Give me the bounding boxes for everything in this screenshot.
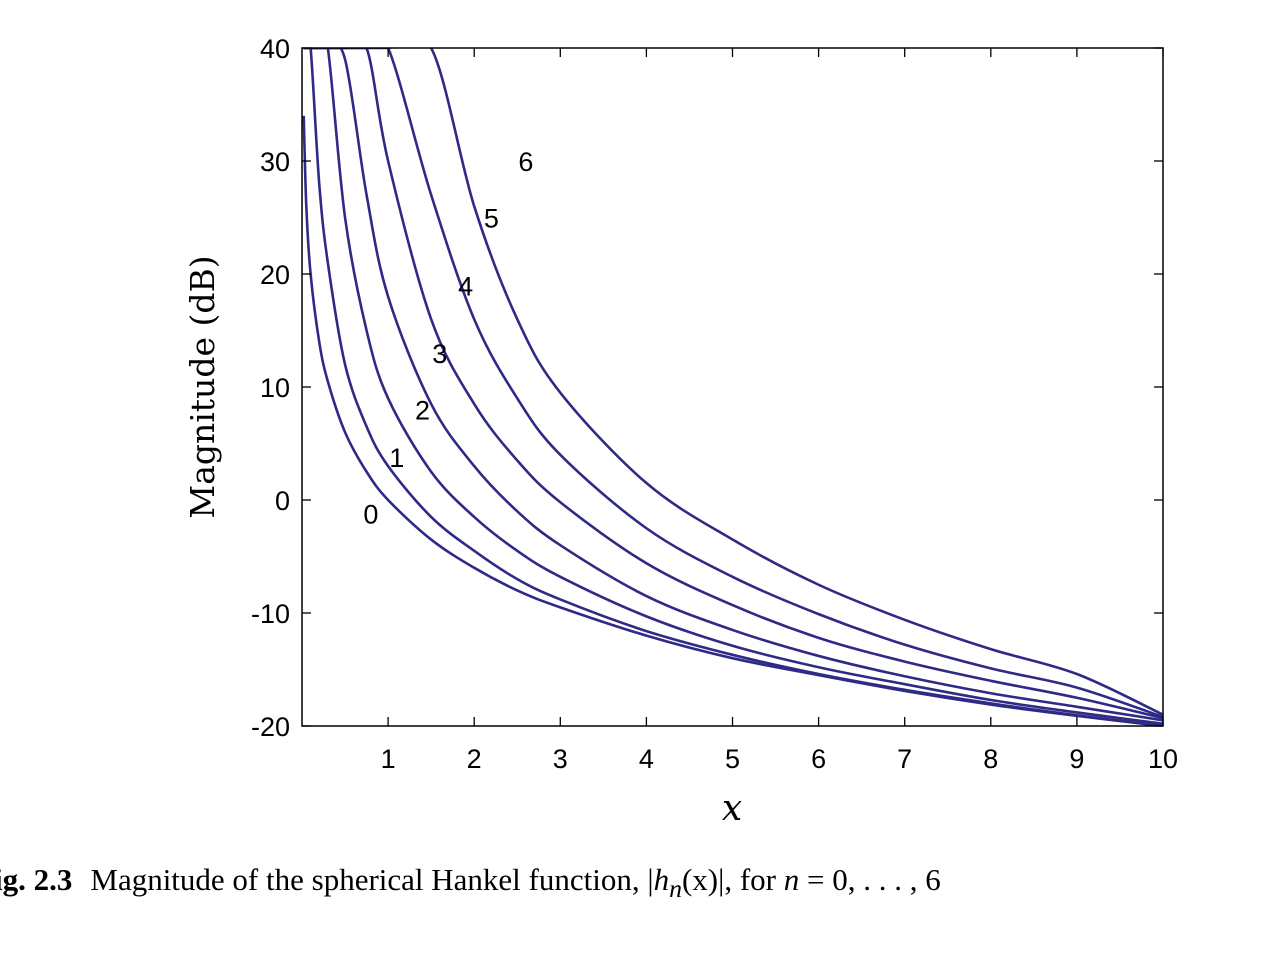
y-tick-label-1: 30 — [260, 147, 290, 177]
series-line-4 — [303, 48, 1163, 720]
ticks-layer — [302, 47, 1164, 727]
series-line-5 — [303, 48, 1163, 719]
caption-variable: n — [783, 862, 800, 897]
y-tick-label-5: -10 — [251, 599, 290, 629]
x-tick-label-6: 7 — [897, 744, 912, 774]
curve-label-1: 1 — [389, 443, 404, 473]
series-line-3 — [303, 48, 1163, 722]
y-tick-label-0: 40 — [260, 34, 290, 64]
caption-text-before: Magnitude of the spherical Hankel functi… — [90, 862, 654, 897]
y-tick-label-3: 10 — [260, 373, 290, 403]
plot-frame — [301, 47, 1164, 727]
curve-label-2: 2 — [415, 396, 430, 426]
x-tick-label-8: 9 — [1069, 744, 1084, 774]
caption-text-after: = 0, . . . , 6 — [799, 862, 941, 897]
x-axis-title: x — [722, 788, 742, 829]
figure-caption: ig. 2.3 Magnitude of the spherical Hankel… — [0, 862, 941, 904]
caption-label: ig. 2.3 — [0, 862, 73, 897]
curves-layer — [302, 48, 1163, 726]
caption-subscript: n — [669, 874, 682, 904]
series-line-1 — [303, 48, 1163, 726]
caption-argument: (x) — [681, 862, 719, 897]
caption-text-middle: |, for — [718, 862, 784, 897]
curve-label-0: 0 — [363, 500, 378, 530]
series-line-2 — [303, 48, 1163, 726]
x-tick-label-2: 3 — [553, 744, 568, 774]
x-tick-label-7: 8 — [983, 744, 998, 774]
series-line-6 — [303, 48, 1163, 716]
y-axis-title: Magnitude (dB) — [183, 255, 222, 518]
series-line-0 — [302, 115, 1163, 726]
x-tick-label-3: 4 — [639, 744, 654, 774]
caption-function: h — [653, 862, 670, 897]
y-tick-label-4: 0 — [275, 486, 290, 516]
curve-label-5: 5 — [484, 204, 499, 234]
x-tick-label-1: 2 — [467, 744, 482, 774]
y-tick-label-2: 20 — [260, 260, 290, 290]
x-tick-label-0: 1 — [381, 744, 396, 774]
y-tick-label-6: -20 — [251, 712, 290, 742]
curve-label-6: 6 — [518, 147, 533, 177]
curve-label-3: 3 — [432, 339, 447, 369]
x-tick-label-9: 10 — [1148, 744, 1178, 774]
x-tick-label-5: 6 — [811, 744, 826, 774]
x-tick-label-4: 5 — [725, 744, 740, 774]
curve-label-4: 4 — [458, 271, 473, 301]
